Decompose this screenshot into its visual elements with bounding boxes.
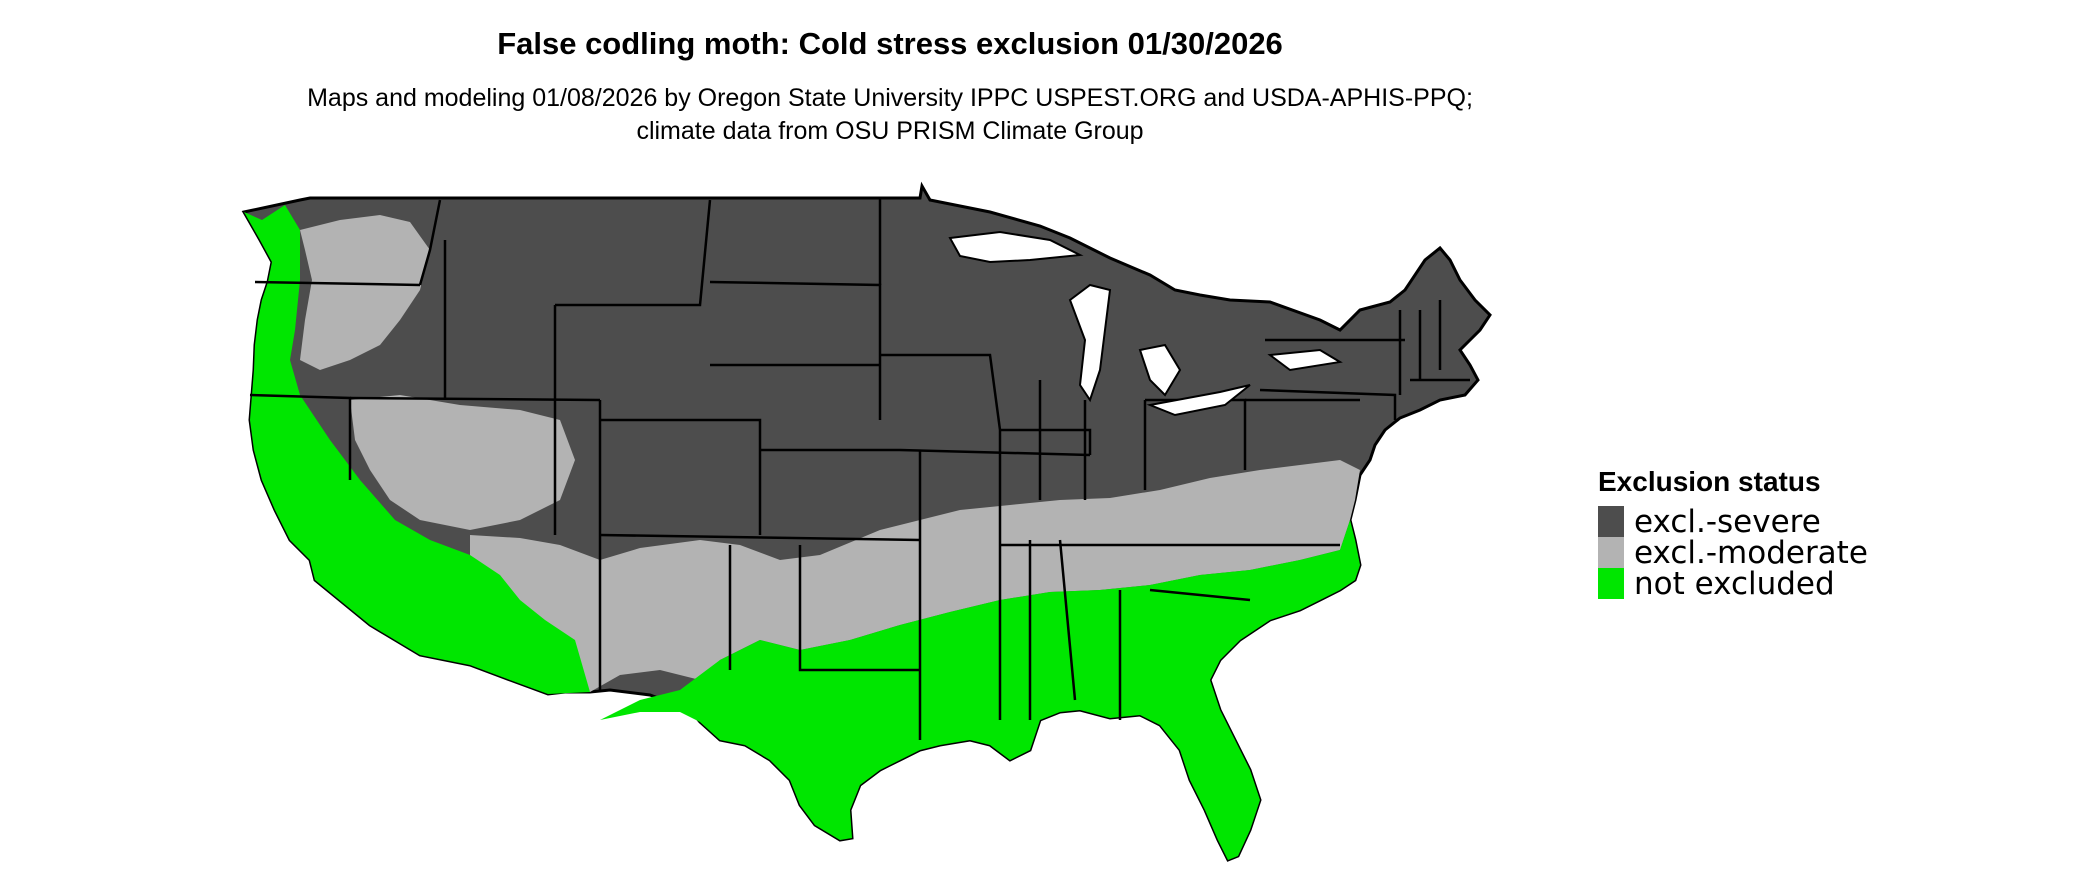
legend-item-moderate: excl.-moderate bbox=[1598, 534, 1868, 571]
legend: Exclusion status excl.-severe excl.-mode… bbox=[1598, 466, 1868, 602]
map-title: False codling moth: Cold stress exclusio… bbox=[497, 26, 1283, 61]
legend-swatch-not-excluded bbox=[1598, 568, 1624, 599]
great-lakes bbox=[948, 230, 1343, 417]
moderate-band-south bbox=[470, 460, 1360, 692]
moderate-great-basin bbox=[350, 395, 575, 530]
legend-label-not-excluded: not excluded bbox=[1634, 565, 1835, 602]
moderate-northwest bbox=[300, 215, 430, 370]
legend-label-moderate: excl.-moderate bbox=[1634, 534, 1868, 571]
state-boundaries bbox=[249, 198, 1470, 740]
legend-item-not-excluded: not excluded bbox=[1598, 565, 1868, 602]
map-subtitle: Maps and modeling 01/08/2026 by Oregon S… bbox=[307, 84, 1473, 145]
not-excluded-pacific-coast bbox=[244, 205, 590, 694]
not-excluded-southeast bbox=[600, 520, 1360, 860]
legend-title: Exclusion status bbox=[1598, 466, 1821, 497]
legend-label-severe: excl.-severe bbox=[1634, 503, 1821, 540]
legend-swatch-severe bbox=[1598, 506, 1624, 537]
legend-swatch-moderate bbox=[1598, 537, 1624, 568]
legend-item-severe: excl.-severe bbox=[1598, 503, 1868, 540]
